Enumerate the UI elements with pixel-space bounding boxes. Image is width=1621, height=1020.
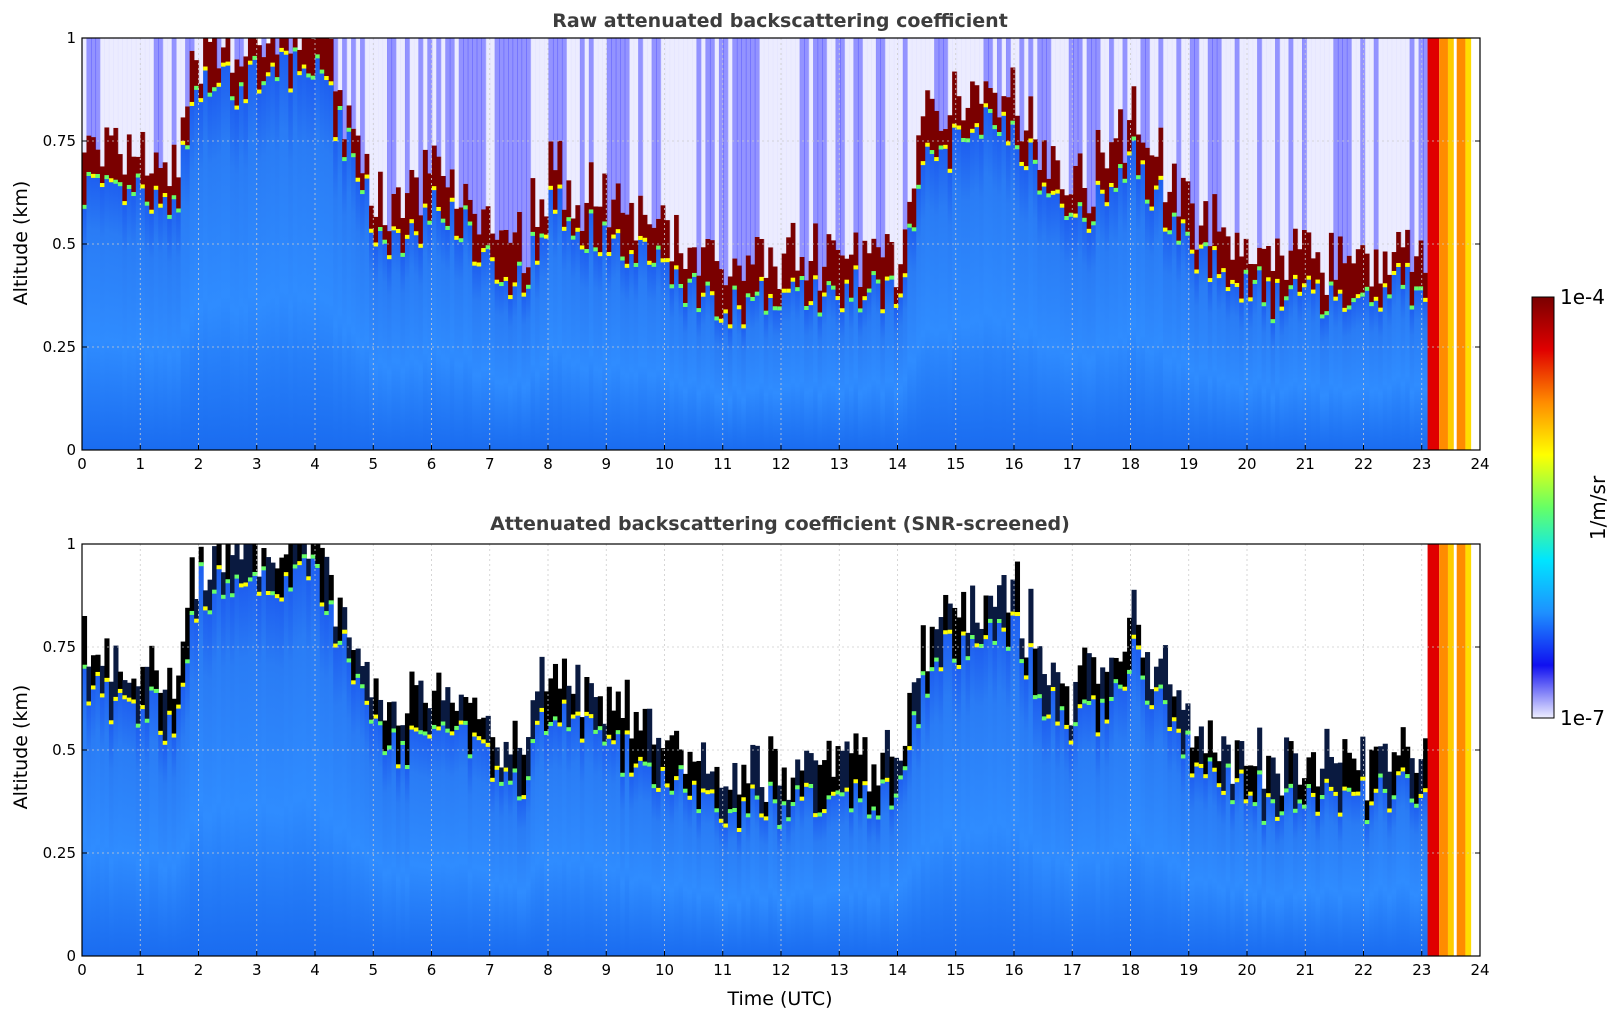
- colorbar-scale: [1531, 296, 1555, 719]
- x-tick-label: 17: [1063, 961, 1082, 979]
- x-tick-label: 17: [1063, 455, 1082, 473]
- x-tick-label: 4: [310, 961, 320, 979]
- x-tick-label: 8: [543, 455, 553, 473]
- grid-lines: [82, 544, 1480, 956]
- x-tick-label: 23: [1412, 961, 1431, 979]
- x-tick-label: 20: [1237, 961, 1256, 979]
- x-tick-label: 19: [1179, 455, 1198, 473]
- colorbar-max-label: 1e-4: [1560, 285, 1605, 309]
- y-axis: 0 0.25 0.5 0.75 1: [43, 29, 1480, 459]
- x-tick-label: 0: [77, 961, 87, 979]
- x-tick-label: 10: [655, 455, 674, 473]
- x-tick-label: 1: [135, 961, 145, 979]
- x-tick-label: 20: [1237, 455, 1256, 473]
- panel-raw: Raw attenuated backscattering coefficien…: [10, 10, 1490, 473]
- colorbar-min-label: 1e-7: [1560, 706, 1605, 730]
- y-tick-label: 0.75: [43, 638, 76, 656]
- x-tick-label: 15: [946, 961, 965, 979]
- x-tick-label: 9: [601, 455, 611, 473]
- colorbar-label: 1/m/sr: [1586, 475, 1610, 540]
- x-tick-label: 14: [888, 961, 907, 979]
- x-tick-label: 9: [601, 961, 611, 979]
- x-tick-label: 18: [1121, 455, 1140, 473]
- x-tick-label: 13: [830, 455, 849, 473]
- x-tick-label: 7: [485, 961, 495, 979]
- x-axis: 0 1 2 3 4 5 6 7 8 9 10 11 12 13 14 15 16 17 18 19 20 21 22 23 24: [77, 951, 1490, 979]
- y-tick-label: 0.25: [43, 338, 76, 356]
- x-tick-label: 2: [194, 961, 204, 979]
- x-tick-label: 7: [485, 455, 495, 473]
- y-tick-label: 1: [66, 535, 76, 553]
- y-tick-label: 0.75: [43, 132, 76, 150]
- plot-area: [82, 38, 1480, 451]
- precipitation-streak: [1447, 544, 1454, 956]
- precipitation-streak: [1456, 38, 1466, 450]
- x-tick-label: 11: [713, 455, 732, 473]
- panel-snr-screened: Attenuated backscattering coefficient (S…: [10, 513, 1490, 1010]
- panel-title: Raw attenuated backscattering coefficien…: [552, 10, 1008, 32]
- x-tick-label: 23: [1412, 455, 1431, 473]
- colorbar: 1e-4 1e-7 1/m/sr: [1531, 285, 1610, 730]
- y-tick-label: 1: [66, 29, 76, 47]
- x-axis: 0 1 2 3 4 5 6 7 8 9 10 11 12 13 14 15 16 17 18 19 20 21 22 23 24: [77, 445, 1490, 473]
- x-tick-label: 22: [1354, 455, 1373, 473]
- x-tick-label: 6: [427, 961, 437, 979]
- x-tick-label: 16: [1004, 961, 1023, 979]
- panel-title: Attenuated backscattering coefficient (S…: [490, 513, 1070, 535]
- x-tick-label: 3: [252, 961, 262, 979]
- x-tick-label: 15: [946, 455, 965, 473]
- x-tick-label: 11: [713, 961, 732, 979]
- x-tick-label: 13: [830, 961, 849, 979]
- y-tick-label: 0: [66, 947, 76, 965]
- y-axis-label: Altitude (km): [10, 685, 32, 810]
- x-tick-label: 10: [655, 961, 674, 979]
- x-tick-label: 18: [1121, 961, 1140, 979]
- x-axis-label: Time (UTC): [726, 988, 832, 1010]
- x-tick-label: 19: [1179, 961, 1198, 979]
- x-tick-label: 2: [194, 455, 204, 473]
- backscatter-field: [82, 544, 1429, 956]
- x-tick-label: 3: [252, 455, 262, 473]
- x-tick-label: 8: [543, 961, 553, 979]
- x-tick-label: 24: [1470, 961, 1489, 979]
- y-tick-label: 0.25: [43, 844, 76, 862]
- x-tick-label: 5: [368, 961, 378, 979]
- x-tick-label: 16: [1004, 455, 1023, 473]
- x-tick-label: 4: [310, 455, 320, 473]
- y-axis: 0 0.25 0.5 0.75 1: [43, 535, 1480, 965]
- x-tick-label: 21: [1296, 961, 1315, 979]
- x-tick-label: 0: [77, 455, 87, 473]
- y-tick-label: 0.5: [52, 741, 76, 759]
- x-tick-label: 1: [135, 455, 145, 473]
- grid-lines: [82, 38, 1480, 450]
- precipitation-streak: [1456, 544, 1466, 956]
- precipitation-streak: [1447, 38, 1454, 450]
- x-tick-label: 21: [1296, 455, 1315, 473]
- y-axis-label: Altitude (km): [10, 181, 32, 306]
- x-tick-label: 12: [771, 961, 790, 979]
- x-tick-label: 24: [1470, 455, 1489, 473]
- x-tick-label: 14: [888, 455, 907, 473]
- y-tick-label: 0.5: [52, 235, 76, 253]
- x-tick-label: 5: [368, 455, 378, 473]
- x-tick-label: 22: [1354, 961, 1373, 979]
- y-tick-label: 0: [66, 441, 76, 459]
- x-tick-label: 6: [427, 455, 437, 473]
- x-tick-label: 12: [771, 455, 790, 473]
- backscatter-field: [82, 38, 1429, 451]
